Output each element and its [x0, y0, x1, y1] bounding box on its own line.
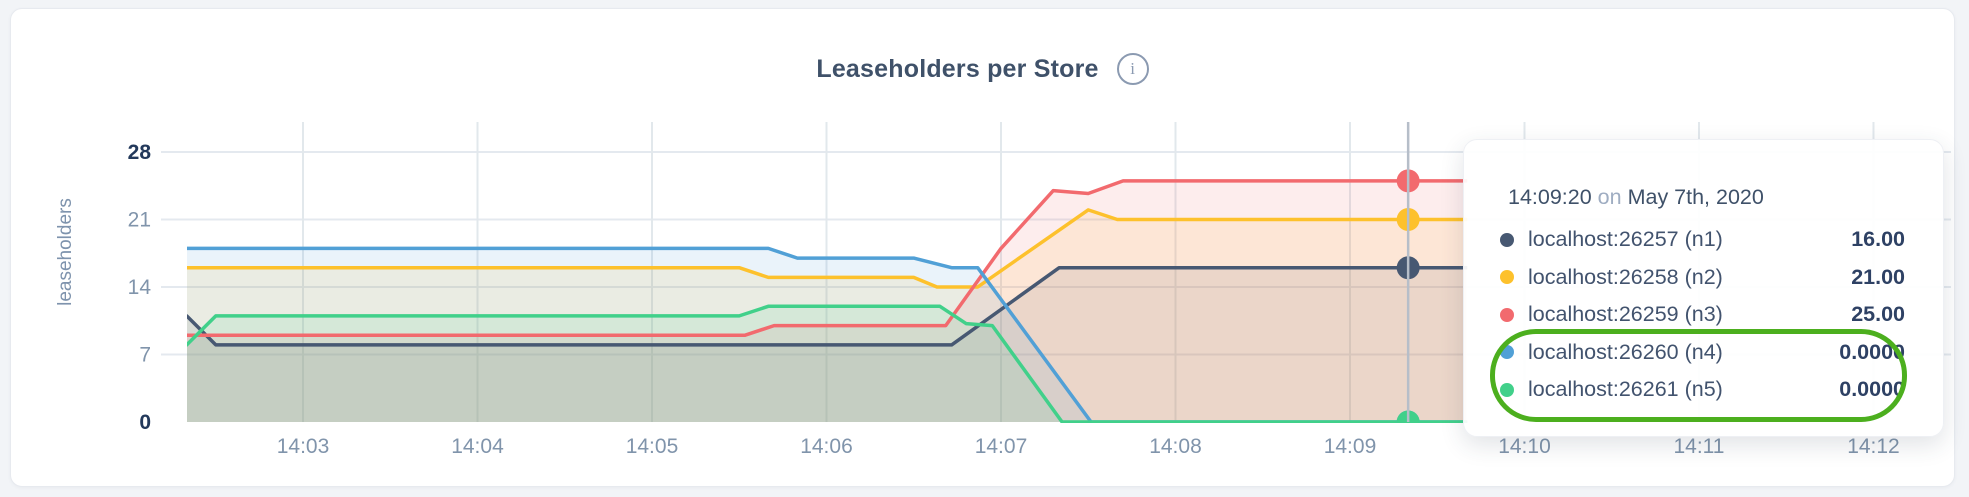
- tooltip-series-list: localhost:26257 (n1) 16.00 localhost:26258…: [1500, 221, 1905, 409]
- x-tick-label: 14:12: [1847, 435, 1900, 458]
- series-value: 25.00: [1851, 302, 1905, 327]
- series-color-dot: [1500, 382, 1514, 397]
- series-color-dot: [1500, 345, 1514, 360]
- tooltip-on-word: on: [1591, 185, 1628, 209]
- tooltip-time: 14:09:20: [1508, 185, 1592, 209]
- tooltip-timestamp: 14:09:20 on May 7th, 2020: [1500, 182, 1905, 212]
- y-tick-label: 21: [128, 208, 151, 231]
- tooltip-row: localhost:26258 (n2) 21.00: [1500, 259, 1905, 297]
- series-label: localhost:26257 (n1): [1528, 227, 1723, 252]
- series-label: localhost:26261 (n5): [1528, 377, 1723, 402]
- series-area: [187, 180, 1467, 422]
- series-color-dot: [1500, 307, 1514, 322]
- series-line: [187, 208, 1468, 289]
- x-tick-label: 14:08: [1149, 435, 1202, 458]
- x-tick-label: 14:06: [800, 435, 853, 458]
- x-tick-label: 14:10: [1498, 435, 1551, 458]
- series-value: 16.00: [1851, 227, 1905, 252]
- x-tick-label: 14:03: [277, 435, 330, 458]
- info-icon[interactable]: i: [1116, 53, 1149, 85]
- tooltip-row: localhost:26257 (n1) 16.00: [1500, 221, 1905, 259]
- x-tick-label: 14:04: [451, 435, 504, 458]
- tooltip-row: localhost:26261 (n5) 0.0000: [1500, 371, 1905, 409]
- x-tick-label: 14:09: [1324, 435, 1377, 458]
- series-area: [187, 209, 1467, 422]
- series-area: [187, 267, 1467, 422]
- chart-header: Leaseholders per Store i: [11, 53, 1954, 85]
- x-tick-label: 14:07: [975, 435, 1028, 458]
- series-line: [187, 179, 1468, 337]
- y-tick-label: 7: [139, 343, 151, 366]
- x-tick-label: 14:05: [626, 435, 679, 458]
- tooltip-row: localhost:26259 (n3) 25.00: [1500, 296, 1905, 334]
- leaseholders-chart[interactable]: 0 7 14 21 28 14:03 14:04 14:05 14:06 14:07 14:08 14…: [11, 9, 1969, 497]
- chart-title: Leaseholders per Store: [816, 54, 1099, 83]
- series-line: [187, 304, 1468, 423]
- tooltip-date: May 7th, 2020: [1627, 185, 1764, 209]
- x-tick-label: 14:11: [1673, 435, 1724, 458]
- series-label: localhost:26259 (n3): [1528, 302, 1723, 327]
- series-value: 21.00: [1851, 264, 1905, 289]
- tooltip-row: localhost:26260 (n4) 0.0000: [1500, 334, 1905, 372]
- series-line: [187, 246, 1468, 423]
- y-tick-label: 14: [128, 276, 152, 299]
- series-color-dot: [1500, 270, 1514, 285]
- y-tick-label: 0: [139, 411, 151, 434]
- y-tick-label: 28: [128, 141, 152, 164]
- series-value: 0.0000: [1839, 377, 1905, 402]
- series-label: localhost:26260 (n4): [1528, 339, 1723, 364]
- series-area: [187, 248, 1467, 422]
- hover-tooltip: 14:09:20 on May 7th, 2020 localhost:2625…: [1463, 139, 1944, 437]
- series-value: 0.0000: [1839, 339, 1905, 364]
- series-label: localhost:26258 (n2): [1528, 264, 1723, 289]
- series-color-dot: [1500, 232, 1514, 247]
